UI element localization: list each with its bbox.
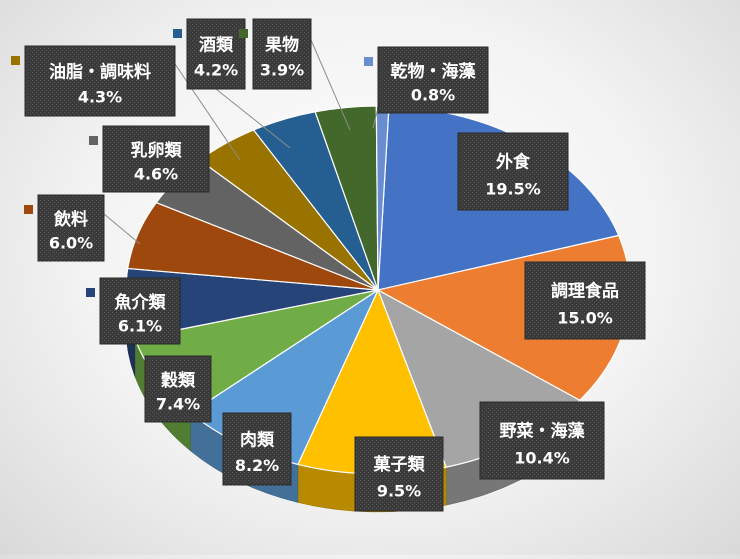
data-label-box [222, 412, 292, 486]
data-label-box [24, 45, 176, 117]
legend-key-乳卵類 [89, 136, 98, 145]
data-label-box [377, 46, 489, 114]
data-label-category: 肉類 [240, 429, 275, 450]
data-label-value: 4.6% [134, 164, 178, 183]
data-label-果物: 果物 3.9% [239, 18, 312, 90]
data-label-category: 乾物・海藻 [391, 61, 477, 82]
leader-line-乾物-海藻 [372, 107, 379, 129]
data-labels-layer: 外食 19.5% 調理食品 15.0% 野菜・海藻 10.4% 菓子類 9.5% 肉類 8.2% 穀… [11, 18, 646, 512]
data-label-value: 3.9% [260, 60, 304, 79]
data-label-value: 7.4% [156, 394, 200, 413]
data-label-category: 調理食品 [551, 280, 619, 301]
data-label-酒類: 酒類 4.2% [173, 18, 246, 90]
data-label-box [479, 401, 605, 480]
data-label-菓子類: 菓子類 9.5% [354, 436, 444, 512]
legend-key-魚介類 [86, 288, 95, 297]
data-label-box [99, 277, 181, 345]
data-label-category: 果物 [265, 35, 299, 56]
legend-key-飲料 [24, 205, 33, 214]
data-label-肉類: 肉類 8.2% [222, 412, 292, 486]
data-label-value: 8.2% [235, 456, 279, 475]
data-label-外食: 外食 19.5% [457, 132, 569, 211]
data-label-category: 菓子類 [373, 455, 426, 475]
data-label-穀類: 穀類 7.4% [144, 355, 212, 423]
data-label-飲料: 飲料 6.0% [24, 194, 105, 262]
data-label-野菜-海藻: 野菜・海藻 10.4% [479, 401, 605, 480]
data-label-value: 6.0% [49, 233, 93, 252]
data-label-value: 4.2% [194, 60, 238, 79]
data-label-value: 6.1% [118, 316, 162, 335]
data-label-value: 10.4% [514, 448, 570, 467]
data-label-category: 外食 [496, 151, 531, 172]
legend-key-油脂-調味料 [11, 56, 20, 65]
data-label-category: 飲料 [53, 209, 88, 230]
data-label-value: 9.5% [377, 481, 421, 500]
data-label-box [186, 18, 246, 90]
legend-key-果物 [239, 29, 248, 38]
data-label-調理食品: 調理食品 15.0% [524, 261, 646, 340]
data-label-category: 穀類 [161, 371, 196, 391]
data-label-box [252, 18, 312, 90]
data-label-category: 魚介類 [115, 292, 167, 313]
leader-lines-layer [103, 39, 379, 245]
data-label-category: 酒類 [199, 35, 234, 56]
data-label-value: 0.8% [411, 85, 455, 104]
leader-line-飲料 [103, 213, 141, 245]
data-label-box [144, 355, 212, 423]
data-label-value: 15.0% [557, 308, 613, 327]
leader-line-果物 [310, 39, 351, 131]
leader-line-酒類 [215, 88, 291, 149]
data-label-乳卵類: 乳卵類 4.6% [89, 125, 210, 193]
data-label-box [102, 125, 210, 193]
data-label-category: 乳卵類 [131, 140, 183, 161]
data-label-category: 油脂・調味料 [49, 62, 151, 83]
data-label-box [37, 194, 105, 262]
data-label-value: 4.3% [78, 87, 122, 106]
data-label-category: 野菜・海藻 [500, 420, 586, 441]
data-label-value: 19.5% [485, 179, 541, 198]
data-label-乾物-海藻: 乾物・海藻 0.8% [364, 46, 489, 114]
data-label-box [354, 436, 444, 512]
data-label-box [457, 132, 569, 211]
data-label-油脂-調味料: 油脂・調味料 4.3% [11, 45, 176, 117]
data-label-box [524, 261, 646, 340]
legend-key-乾物-海藻 [364, 57, 373, 66]
leader-line-油脂-調味料 [174, 63, 241, 161]
legend-key-酒類 [173, 29, 182, 38]
data-label-魚介類: 魚介類 6.1% [86, 277, 181, 345]
